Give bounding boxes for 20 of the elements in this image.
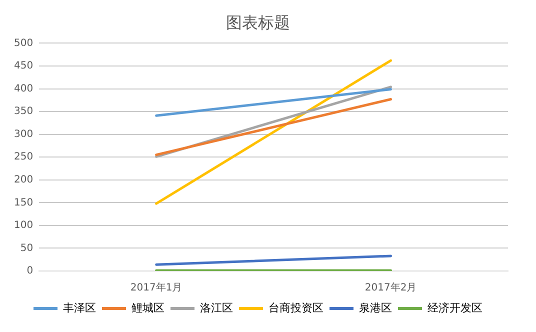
y-tick-label: 200 — [14, 174, 34, 186]
y-tick-label: 450 — [14, 60, 34, 72]
legend-label: 台商投资区 — [268, 301, 324, 314]
legend-label: 泉港区 — [359, 301, 392, 314]
legend-label: 洛江区 — [200, 301, 233, 314]
y-tick-label: 50 — [20, 242, 34, 254]
y-tick-label: 400 — [14, 83, 34, 94]
y-tick-label: 100 — [14, 220, 34, 232]
x-tick-label: 2017年1月 — [130, 282, 182, 294]
legend-label: 经济开发区 — [428, 301, 482, 314]
y-tick-label: 250 — [14, 152, 34, 163]
x-tick-label: 2017年2月 — [364, 282, 417, 294]
legend-label: 丰泽区 — [63, 301, 96, 314]
y-tick-label: 0 — [26, 266, 34, 277]
y-tick-label: 500 — [14, 38, 34, 49]
chart-title: 图表标题 — [226, 12, 290, 32]
legend-label: 鲤城区 — [132, 301, 164, 314]
y-tick-label: 350 — [14, 106, 34, 118]
y-tick-label: 300 — [14, 128, 34, 140]
y-tick-label: 150 — [14, 197, 34, 208]
